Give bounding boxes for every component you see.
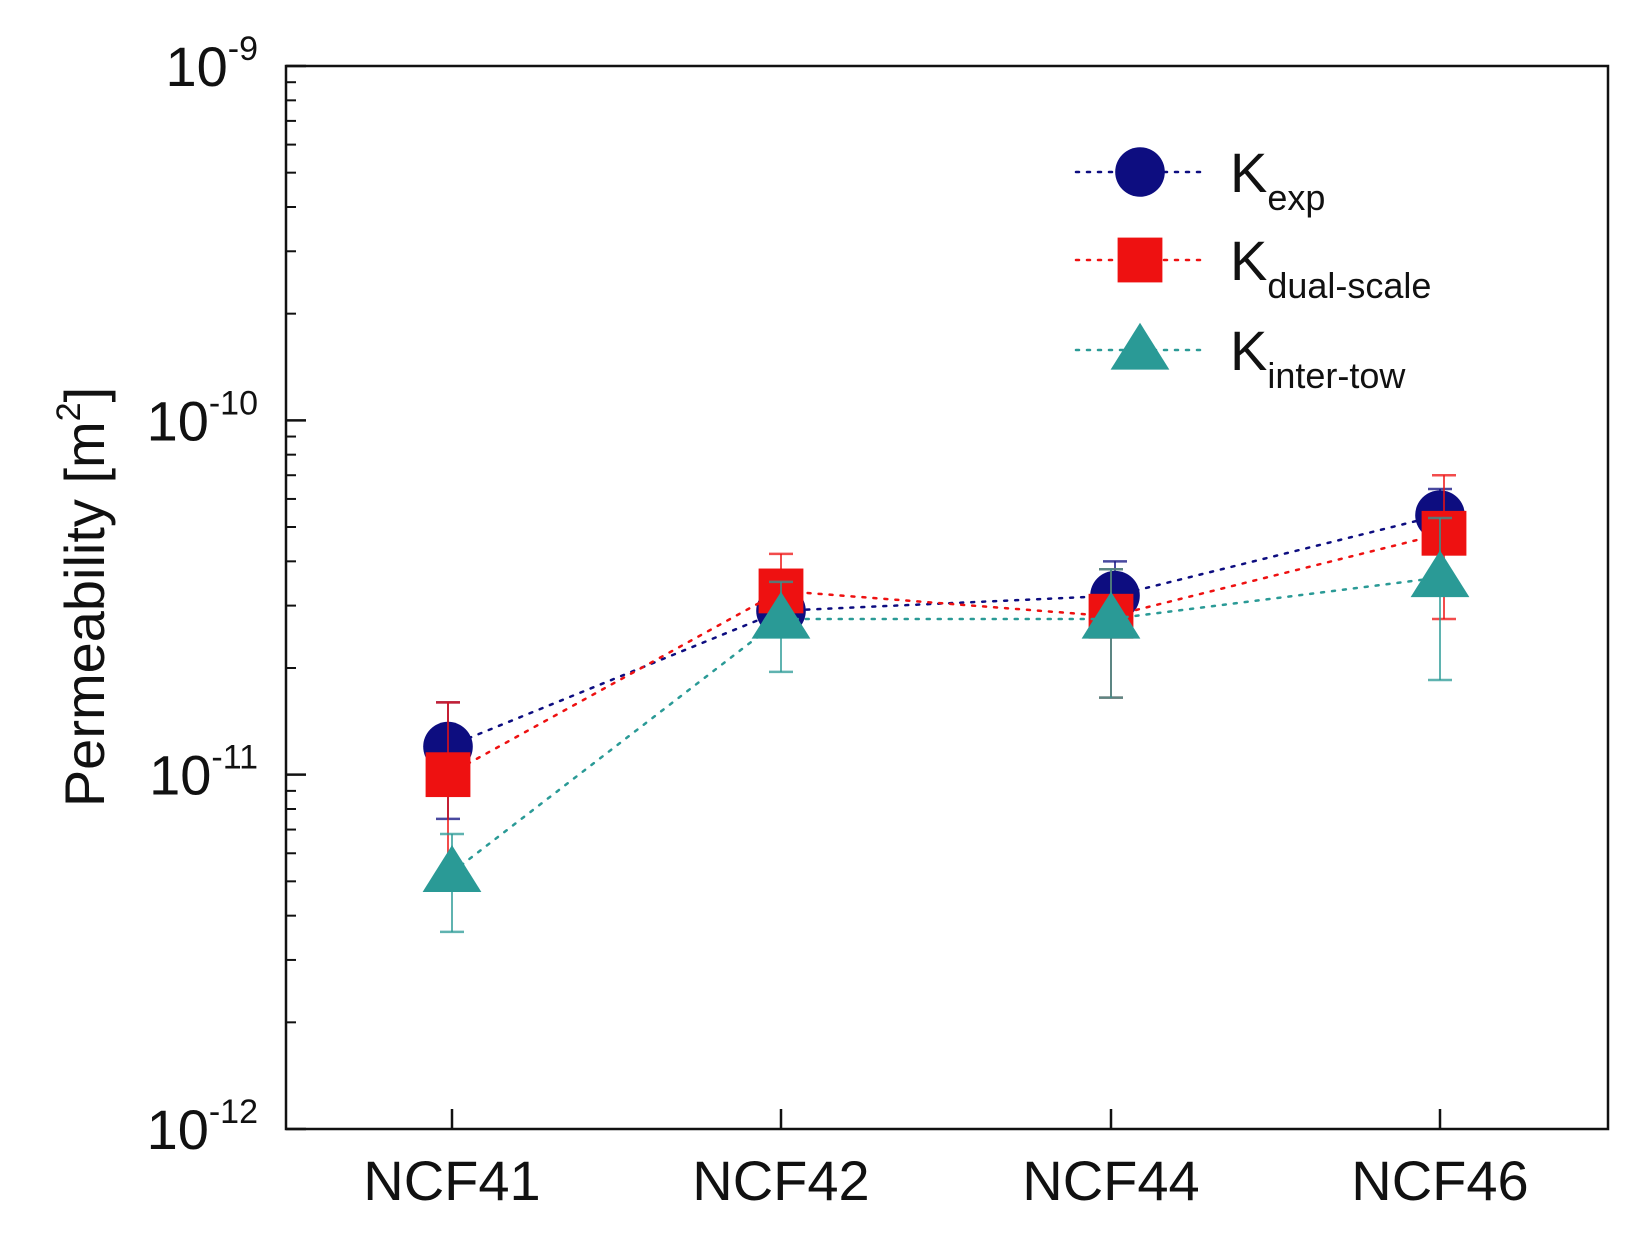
x-tick-label: NCF46	[1351, 1149, 1528, 1212]
data-point	[422, 845, 482, 892]
legend-label: Kinter-tow	[1230, 319, 1406, 396]
y-tick-base: 10	[147, 389, 209, 452]
x-tick-label: NCF41	[363, 1149, 540, 1212]
series-dual-scale	[425, 473, 1467, 883]
x-tick-label: NCF42	[692, 1149, 869, 1212]
y-tick-exp: -10	[209, 384, 258, 422]
y-tick-label: 10-9	[165, 30, 258, 98]
y-tick-exp: -11	[211, 739, 258, 777]
y-axis-label-text: Permeability [m	[53, 421, 116, 807]
data-point	[1081, 591, 1141, 639]
legend-label-main: K	[1230, 141, 1267, 204]
y-tick-base: 10	[165, 35, 227, 98]
series-line	[446, 532, 1446, 776]
plot-frame	[284, 64, 1610, 1131]
legend-marker	[1115, 147, 1165, 197]
series-line	[446, 513, 1442, 748]
y-axis-label-close: ]	[53, 387, 116, 403]
legend-marker	[1117, 237, 1163, 283]
legend-label-sub: inter-tow	[1267, 355, 1406, 396]
series-line	[450, 576, 1442, 874]
y-tick-base: 10	[147, 1098, 209, 1161]
x-axis: NCF41 NCF42 NCF44 NCF46	[363, 1109, 1529, 1212]
legend-label-sub: exp	[1267, 177, 1325, 218]
y-axis-title: Permeability [m2]	[50, 387, 116, 807]
legend-label: Kexp	[1230, 141, 1325, 218]
legend-label: Kdual-scale	[1230, 229, 1431, 306]
legend-label-sub: dual-scale	[1267, 265, 1431, 306]
data-point	[425, 752, 471, 798]
y-tick-exp: -9	[228, 30, 258, 68]
y-tick-base: 10	[149, 744, 211, 807]
legend-label-main: K	[1230, 229, 1267, 292]
data-point	[751, 591, 811, 639]
legend-label-main: K	[1230, 319, 1267, 382]
y-tick-label: 10-12	[147, 1093, 258, 1161]
y-axis-label-sup: 2	[50, 402, 88, 421]
legend-item-dual-scale: Kdual-scale	[1074, 229, 1431, 306]
y-tick-label: 10-11	[149, 739, 258, 807]
series-inter-tow	[422, 516, 1470, 934]
x-tick-label: NCF44	[1022, 1149, 1199, 1212]
data-point	[1410, 550, 1470, 598]
y-axis-label: Permeability [m2]	[50, 387, 116, 807]
y-tick-label: 10-10	[147, 384, 258, 452]
legend-item-inter-tow: Kinter-tow	[1074, 319, 1406, 396]
series-layer	[422, 473, 1470, 934]
legend-marker	[1110, 322, 1170, 370]
series-exp	[423, 487, 1465, 821]
legend-item-exp: Kexp	[1074, 141, 1325, 218]
y-tick-exp: -12	[209, 1093, 258, 1131]
